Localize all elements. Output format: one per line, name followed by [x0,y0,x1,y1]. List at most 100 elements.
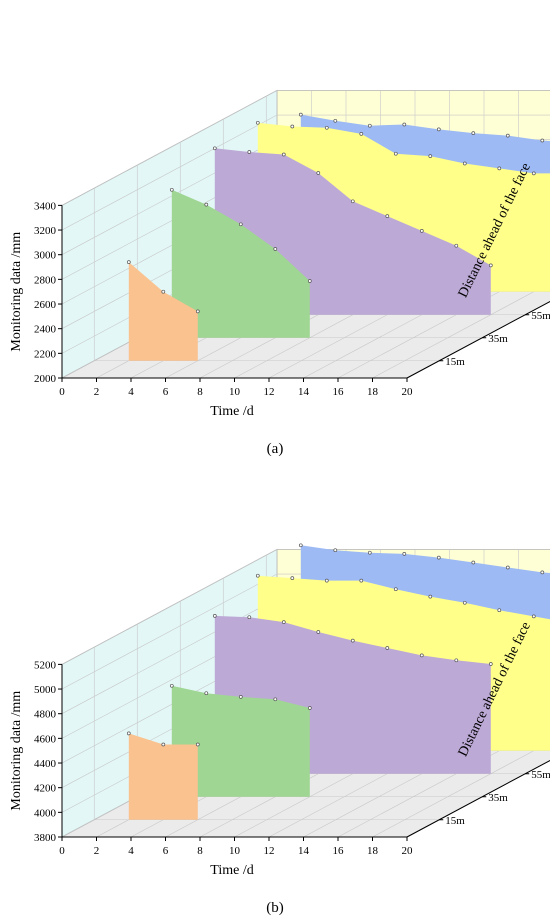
data-point [204,691,209,696]
data-point [195,309,200,314]
data-point [350,638,355,643]
data-point [204,202,209,207]
data-point [402,552,407,556]
data-point [385,214,390,218]
data-point [462,161,467,166]
data-point [471,560,476,565]
x-tick-label: 12 [264,386,275,398]
x-tick-label: 16 [333,845,345,857]
x-tick-label: 8 [197,386,203,398]
z-tick-label: 35m [488,792,508,804]
z-tick-label: 55m [531,310,550,322]
data-point [428,594,433,599]
data-point [488,263,493,268]
data-point [307,706,312,710]
x-tick-label: 20 [402,386,414,398]
data-point [531,171,536,176]
panel-caption: (a) [267,441,284,457]
data-point [247,615,252,620]
data-point [212,614,217,618]
data-point [273,697,278,702]
side-wall-gridline [61,114,278,231]
data-point [281,152,286,157]
data-point [428,154,433,158]
data-point [454,243,459,248]
data-point [497,608,502,613]
data-point [298,543,303,548]
z-tick-label: 35m [488,333,508,345]
data-point [212,146,217,151]
x-tick-label: 12 [264,845,275,857]
chart-panel-b: 0 2 4 6 8 10 12 14 16 18 20 3800 4000 4200 4400 4600 480… [9,543,550,916]
y-tick-label: 2000 [34,373,57,385]
x-tick-label: 20 [402,845,414,857]
series-area-15m [128,733,198,820]
floor-gridline [372,741,550,838]
x-tick-label: 8 [197,845,203,857]
data-point [126,260,131,264]
data-point [324,125,329,130]
data-point [505,565,510,570]
data-point [161,289,166,294]
y-tick-label: 4200 [34,783,57,795]
data-point [367,123,372,128]
data-point [273,247,278,251]
y-tick-label: 4800 [34,709,57,721]
data-point [531,614,536,619]
x-tick-label: 10 [229,386,241,398]
data-point [471,131,476,135]
data-point [324,578,329,583]
y-tick-label: 2800 [34,274,57,286]
data-point [169,187,174,192]
data-point [298,112,303,117]
x-tick-label: 2 [94,845,100,857]
data-point [462,600,467,605]
data-point [367,550,372,555]
data-point [247,150,252,154]
data-point [333,548,338,553]
y-tick-label: 2200 [34,348,57,360]
z-tick-label: 15m [445,815,465,827]
x-tick-label: 4 [128,845,134,857]
data-point [436,127,441,132]
y-tick-label: 4400 [34,758,57,770]
x-tick-label: 0 [59,845,65,857]
data-point [505,133,510,138]
x-tick-label: 16 [333,386,345,398]
y-tick-label: 3200 [34,225,57,237]
x-tick-label: 18 [367,386,379,398]
data-point [333,118,338,123]
chart-panel-a: 0 2 4 6 8 10 12 14 16 18 20 2000 2200 2400 2600 2800 300… [9,89,550,457]
series-area-35m [171,189,310,338]
x-tick-label: 14 [298,845,310,857]
x-axis-title: Time /d [210,404,253,419]
y-axis-title: Monitoring data /mm [9,691,24,811]
x-tick-label: 6 [163,386,169,398]
x-tick-label: 14 [298,386,310,398]
data-point [195,742,200,747]
data-point [454,658,459,663]
side-wall-gridline [61,549,278,665]
data-point [385,646,390,650]
data-point [255,573,260,578]
data-point [316,171,321,175]
series-area-15m [128,262,198,361]
data-point [161,742,166,747]
data-point [126,731,131,736]
data-point [316,630,321,634]
data-point [359,578,364,583]
data-point [402,122,407,127]
x-axis-title: Time /d [210,863,253,878]
y-tick-label: 5200 [34,659,57,671]
x-tick-label: 18 [367,845,379,857]
data-point [419,653,424,658]
z-tick-label: 15m [445,356,465,368]
y-tick-label: 3000 [34,250,57,262]
data-point [290,576,295,580]
y-tick-label: 3400 [34,200,57,212]
y-tick-label: 5000 [34,684,57,696]
panel-caption: (b) [266,900,284,916]
data-point [281,620,286,624]
y-tick-label: 2600 [34,299,57,311]
data-point [393,151,398,156]
